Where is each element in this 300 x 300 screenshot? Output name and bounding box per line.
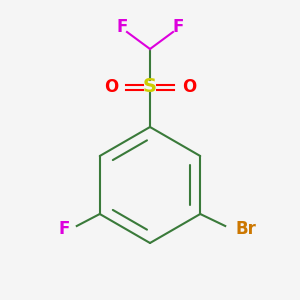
- Text: Br: Br: [235, 220, 256, 238]
- Text: F: F: [172, 18, 184, 36]
- Text: F: F: [58, 220, 70, 238]
- Text: S: S: [143, 77, 157, 97]
- Text: O: O: [182, 78, 196, 96]
- Text: O: O: [104, 78, 118, 96]
- Text: F: F: [116, 18, 128, 36]
